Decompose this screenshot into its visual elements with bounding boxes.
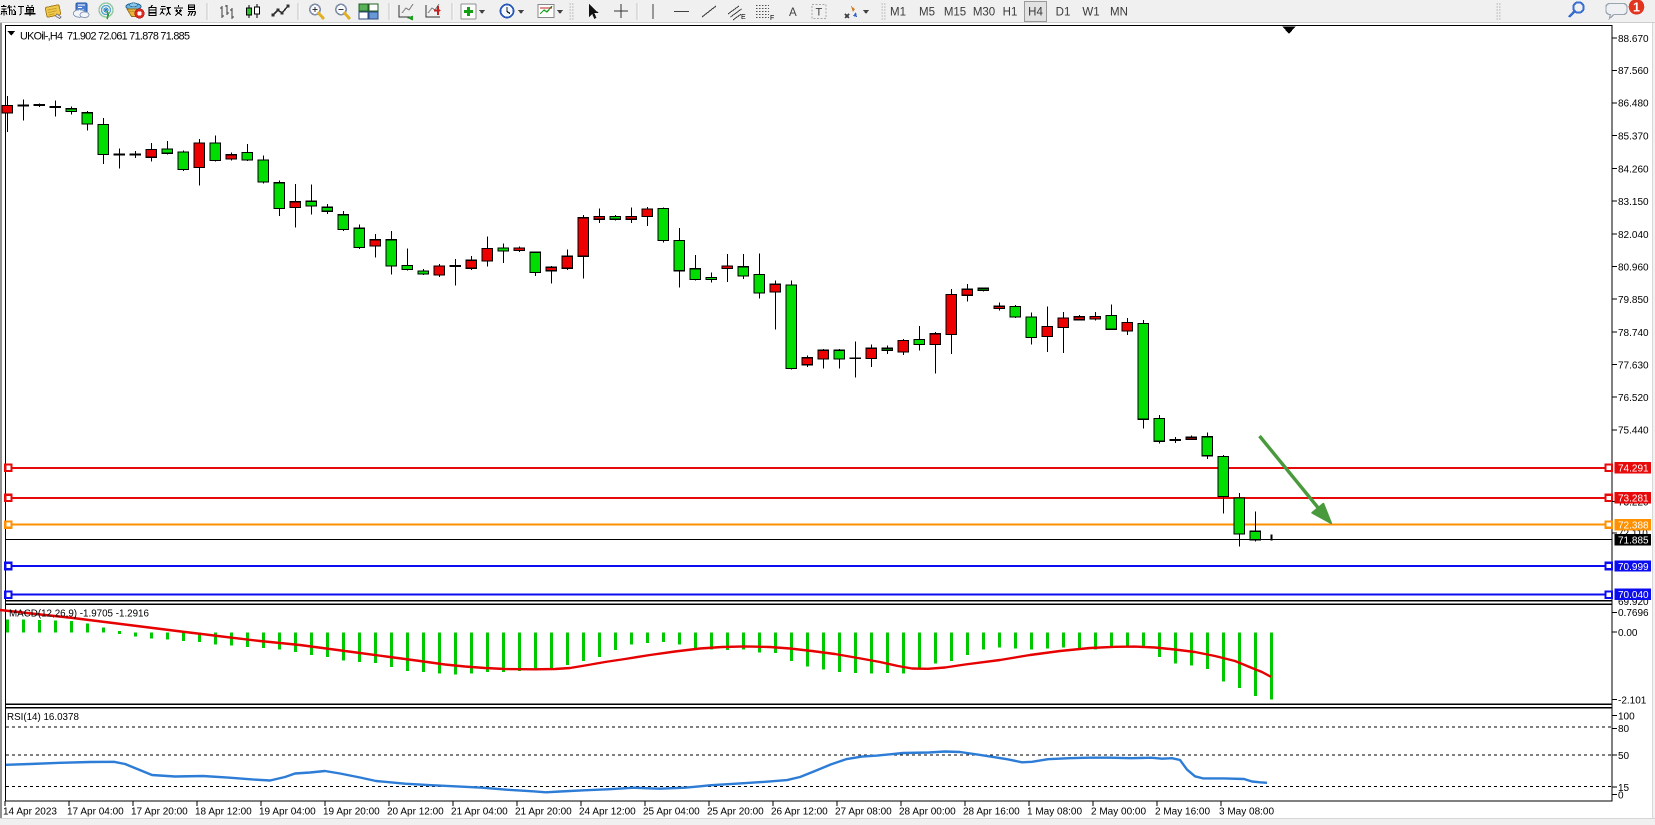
svg-text:1 May 08:00: 1 May 08:00 — [1027, 807, 1082, 818]
svg-text:87.560: 87.560 — [1618, 66, 1649, 77]
svg-text:H1: H1 — [1003, 7, 1018, 19]
svg-text:78.740: 78.740 — [1618, 328, 1649, 339]
svg-text:MN: MN — [1110, 7, 1128, 19]
svg-text:D1: D1 — [1056, 7, 1071, 19]
svg-text:83.150: 83.150 — [1618, 197, 1649, 208]
svg-text:RSI(14) 16.0378: RSI(14) 16.0378 — [7, 712, 79, 723]
svg-text:19 Apr 20:00: 19 Apr 20:00 — [323, 807, 380, 818]
svg-text:27 Apr 08:00: 27 Apr 08:00 — [835, 807, 892, 818]
svg-text:70.040: 70.040 — [1618, 590, 1649, 601]
svg-text:21 Apr 04:00: 21 Apr 04:00 — [451, 807, 508, 818]
svg-text:72.388: 72.388 — [1618, 520, 1649, 531]
svg-text:80: 80 — [1618, 724, 1630, 735]
svg-text:W1: W1 — [1082, 7, 1099, 19]
svg-text:79.850: 79.850 — [1618, 295, 1649, 306]
svg-text:MACD(12,26,9) -1.9705 -1.2916: MACD(12,26,9) -1.9705 -1.2916 — [9, 609, 150, 620]
svg-text:76.520: 76.520 — [1618, 393, 1649, 404]
svg-text:M30: M30 — [973, 7, 995, 19]
svg-text:77.630: 77.630 — [1618, 361, 1649, 372]
svg-text:-2.101: -2.101 — [1618, 695, 1647, 706]
svg-text:0.7696: 0.7696 — [1618, 608, 1649, 619]
svg-text:28 Apr 00:00: 28 Apr 00:00 — [899, 807, 956, 818]
svg-text:26 Apr 12:00: 26 Apr 12:00 — [771, 807, 828, 818]
svg-text:2 May 00:00: 2 May 00:00 — [1091, 807, 1146, 818]
svg-text:24 Apr 12:00: 24 Apr 12:00 — [579, 807, 636, 818]
svg-text:70.999: 70.999 — [1618, 562, 1649, 573]
svg-text:3 May 08:00: 3 May 08:00 — [1219, 807, 1274, 818]
svg-text:28 Apr 16:00: 28 Apr 16:00 — [963, 807, 1020, 818]
svg-text:M1: M1 — [890, 7, 906, 19]
svg-text:F: F — [770, 15, 774, 22]
svg-text:17 Apr 20:00: 17 Apr 20:00 — [131, 807, 188, 818]
svg-text:0.00: 0.00 — [1618, 628, 1638, 639]
svg-text:74.291: 74.291 — [1618, 464, 1649, 475]
svg-text:18 Apr 12:00: 18 Apr 12:00 — [195, 807, 252, 818]
svg-text:UKOil-,H4 71.902 72.061 71.87: UKOil-,H4 71.902 72.061 71.878 71.885 — [20, 31, 190, 43]
svg-text:15: 15 — [1618, 783, 1630, 794]
svg-text:19 Apr 04:00: 19 Apr 04:00 — [259, 807, 316, 818]
svg-text:2 May 16:00: 2 May 16:00 — [1155, 807, 1210, 818]
svg-text:H4: H4 — [1028, 7, 1043, 19]
svg-text:80.960: 80.960 — [1618, 262, 1649, 273]
svg-text:86.480: 86.480 — [1618, 99, 1649, 110]
svg-text:25 Apr 20:00: 25 Apr 20:00 — [707, 807, 764, 818]
svg-text:20 Apr 12:00: 20 Apr 12:00 — [387, 807, 444, 818]
svg-text:75.440: 75.440 — [1618, 426, 1649, 437]
svg-text:82.040: 82.040 — [1618, 230, 1649, 241]
svg-text:71.885: 71.885 — [1618, 535, 1649, 546]
svg-text:100: 100 — [1618, 711, 1635, 722]
svg-text:14 Apr 2023: 14 Apr 2023 — [3, 807, 57, 818]
svg-text:25 Apr 04:00: 25 Apr 04:00 — [643, 807, 700, 818]
svg-text:0: 0 — [1618, 790, 1624, 801]
svg-text:84.260: 84.260 — [1618, 164, 1649, 175]
svg-text:73.281: 73.281 — [1618, 494, 1649, 505]
svg-text:21 Apr 20:00: 21 Apr 20:00 — [515, 807, 572, 818]
svg-text:69.920: 69.920 — [1618, 597, 1649, 608]
svg-text:E: E — [741, 14, 746, 21]
svg-text:88.670: 88.670 — [1618, 34, 1649, 45]
svg-text:T: T — [816, 7, 823, 19]
svg-text:M15: M15 — [944, 7, 966, 19]
svg-text:50: 50 — [1618, 751, 1630, 762]
svg-text:M5: M5 — [919, 7, 935, 19]
svg-text:1: 1 — [1633, 0, 1640, 14]
svg-text:A: A — [789, 7, 797, 19]
svg-text:85.370: 85.370 — [1618, 132, 1649, 143]
svg-text:17 Apr 04:00: 17 Apr 04:00 — [67, 807, 124, 818]
